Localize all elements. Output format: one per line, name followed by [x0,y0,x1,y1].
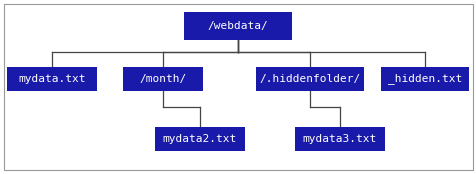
Text: /month/: /month/ [139,74,186,84]
Bar [123,67,203,91]
Text: mydata2.txt: mydata2.txt [162,134,237,144]
Text: /.hiddenfolder/: /.hiddenfolder/ [259,74,360,84]
Text: _hidden.txt: _hidden.txt [387,74,461,84]
Bar [380,67,468,91]
Bar [184,12,291,40]
Bar [294,127,384,151]
Text: mydata3.txt: mydata3.txt [302,134,377,144]
Bar [7,67,97,91]
Text: /webdata/: /webdata/ [207,21,268,31]
Text: mydata.txt: mydata.txt [18,74,86,84]
Bar [155,127,245,151]
Bar [256,67,363,91]
